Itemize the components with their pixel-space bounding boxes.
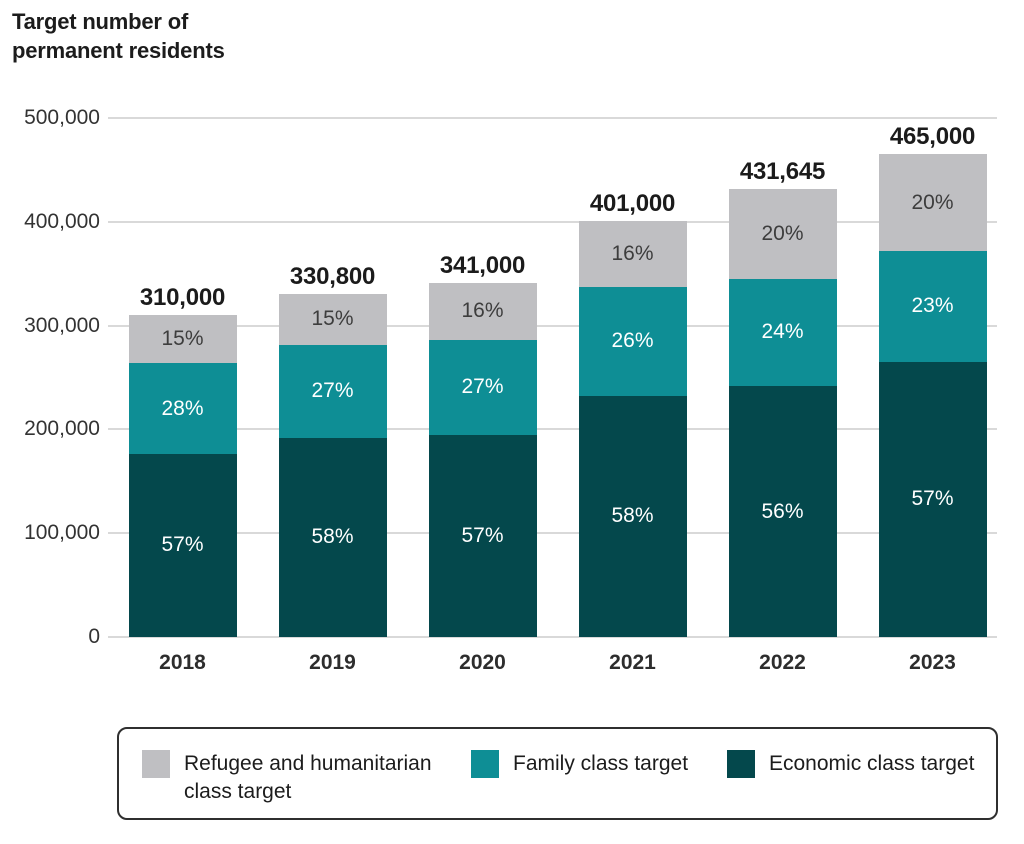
gridline-500,000 [108, 117, 997, 119]
bar-2021-family-class-target-segment: 26% [578, 287, 687, 396]
gridline-400,000 [108, 220, 997, 223]
gridline-200,000 [108, 428, 997, 431]
y-tick-label: 300,000 [24, 313, 100, 337]
bar-2023-segment-percent-label: 23% [911, 294, 954, 318]
bar-2023-segment-percent-label: 57% [911, 487, 954, 511]
bar-2019-total-label: 330,800 [289, 262, 376, 290]
bar-2020-family-class-target-segment: 27% [428, 339, 537, 436]
bar-2021-segment-percent-label: 58% [611, 504, 654, 528]
economic-class-swatch-icon [727, 750, 755, 778]
bar-2021-segment-percent-label: 26% [611, 329, 654, 353]
x-tick-label-2020: 2020 [459, 651, 506, 674]
bar-2021-segment-percent-label: 16% [611, 242, 654, 266]
gridline-300,000 [108, 324, 997, 327]
bar-2019-family-class-target-segment: 27% [278, 345, 387, 438]
legend-item-family: Family class target [471, 750, 688, 778]
family-class-swatch-icon [471, 750, 499, 778]
bar-2022-economic-class-target-segment: 56% [728, 386, 837, 637]
bar-2021-refugee-and-humanitarian-class-target-segment: 16% [578, 220, 687, 288]
bar-2018-economic-class-target-segment: 57% [128, 453, 237, 637]
bar-2019-segment-percent-label: 58% [311, 525, 354, 549]
legend-label-economic: Economic class target [769, 752, 975, 775]
bar-2023-economic-class-target-segment: 57% [878, 361, 987, 637]
bar-2022-segment-percent-label: 20% [761, 221, 804, 245]
x-tick-label-2019: 2019 [309, 651, 356, 674]
bar-2021-economic-class-target-segment: 58% [578, 395, 687, 637]
chart-title: Target number of permanent residents [12, 9, 225, 63]
x-tick-label-2021: 2021 [609, 651, 656, 674]
legend-label-family: Family class target [513, 752, 689, 775]
bar-2021-total-label: 401,000 [589, 189, 676, 217]
bar-2018-segment-percent-label: 57% [161, 533, 204, 557]
bar-2022-segment-percent-label: 24% [761, 320, 804, 344]
bar-2022-total-label: 431,645 [739, 157, 826, 185]
bar-2018-total-label: 310,000 [139, 284, 226, 312]
bar-2022-refugee-and-humanitarian-class-target-segment: 20% [728, 188, 837, 279]
gridline-100,000 [108, 532, 997, 535]
bar-2023-family-class-target-segment: 23% [878, 250, 987, 362]
y-tick-label: 200,000 [24, 417, 100, 441]
bar-2019-segment-percent-label: 27% [311, 379, 354, 403]
bar-2019-segment-percent-label: 15% [311, 307, 354, 331]
x-tick-label-2022: 2022 [759, 651, 806, 674]
bar-2018-family-class-target-segment: 28% [128, 363, 237, 454]
y-tick-label: 400,000 [24, 209, 100, 233]
bar-2022-family-class-target-segment: 24% [728, 278, 837, 387]
bar-2023-segment-percent-label: 20% [911, 190, 954, 214]
legend-item-economic: Economic class target [727, 750, 974, 778]
legend-label-refugee: Refugee and humanitarian class target [184, 752, 432, 804]
bar-2022-segment-percent-label: 56% [761, 499, 804, 523]
bar-2023-total-label: 465,000 [889, 123, 976, 151]
bar-2019-economic-class-target-segment: 58% [278, 437, 387, 637]
bar-2018-segment-percent-label: 15% [161, 327, 204, 351]
y-tick-label: 100,000 [24, 521, 100, 545]
gridline-0 [108, 636, 997, 638]
bar-2018-refugee-and-humanitarian-class-target-segment: 15% [128, 315, 237, 364]
bar-2020-total-label: 341,000 [439, 252, 526, 280]
bar-2019-refugee-and-humanitarian-class-target-segment: 15% [278, 293, 387, 346]
bar-2020-segment-percent-label: 27% [461, 375, 504, 399]
bar-2020-refugee-and-humanitarian-class-target-segment: 16% [428, 283, 537, 340]
y-tick-label: 0 [88, 625, 100, 648]
legend-item-refugee: Refugee and humanitarian class target [142, 750, 436, 807]
refugee-class-swatch-icon [142, 750, 170, 778]
y-tick-label: 500,000 [24, 106, 100, 129]
bar-2023-refugee-and-humanitarian-class-target-segment: 20% [878, 154, 987, 251]
x-tick-label-2018: 2018 [159, 651, 206, 674]
legend: Refugee and humanitarian class target Fa… [117, 727, 998, 820]
bar-2020-segment-percent-label: 16% [461, 299, 504, 323]
bar-2020-segment-percent-label: 57% [461, 524, 504, 548]
x-tick-label-2023: 2023 [909, 651, 956, 674]
bar-2020-economic-class-target-segment: 57% [428, 435, 537, 637]
bar-2018-segment-percent-label: 28% [161, 396, 204, 420]
